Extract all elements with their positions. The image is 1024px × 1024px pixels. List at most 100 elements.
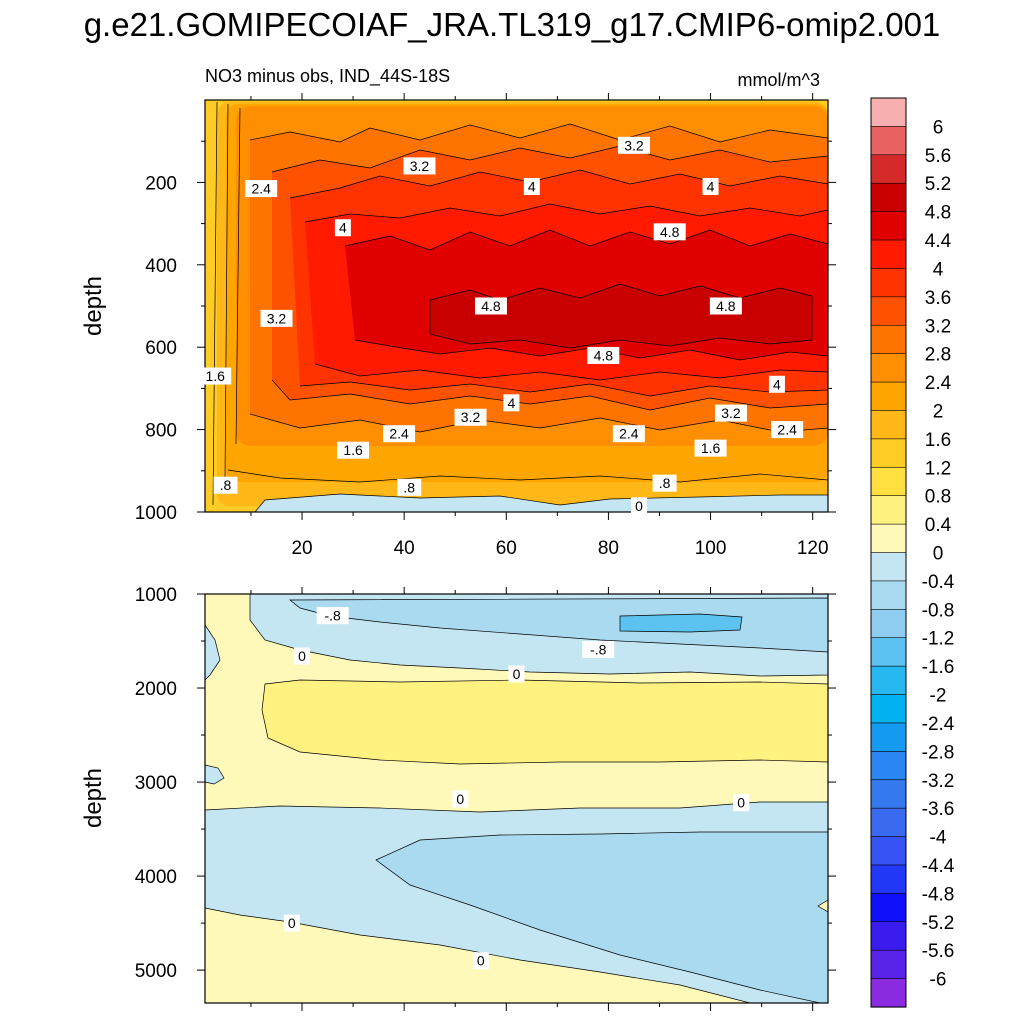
colorbar-label: -3.2 xyxy=(922,771,955,792)
upper-x-tick-label: 60 xyxy=(496,538,517,559)
upper-contour-label: 4 xyxy=(702,178,719,196)
lower-contour-label: 0 xyxy=(472,952,489,970)
lower-contour-label-text: 0 xyxy=(456,791,464,807)
lower-y-tick-label: 1000 xyxy=(135,585,177,606)
lower-contour-label: 0 xyxy=(733,794,750,812)
lower-contour-label-text: 0 xyxy=(298,648,306,664)
upper-contour-label-bg xyxy=(771,421,804,439)
colorbar-label: -2.8 xyxy=(922,742,955,763)
upper-x-tick-label: 120 xyxy=(797,538,829,559)
lower-contour-label-text: -.8 xyxy=(324,608,341,624)
lower-contour-label: -.8 xyxy=(582,640,615,658)
upper-contour-label-bg xyxy=(397,478,422,496)
colorbar-label: -0.4 xyxy=(922,572,955,593)
colorbar-swatch xyxy=(870,580,907,610)
upper-contour-label: 4 xyxy=(334,219,351,237)
colorbar-swatch xyxy=(870,893,907,923)
upper-contour-label: 2.4 xyxy=(383,425,416,443)
colorbar: 6 5.6 5.2 4.8 4.4 4 3.6 3.2 2.8 2.4 2 1.6 1.2 0.8 0.4 0… xyxy=(870,97,955,1008)
upper-contour-label: 3.2 xyxy=(403,157,436,175)
upper-contour-label: .8 xyxy=(397,478,422,496)
upper-contour-label-bg xyxy=(334,219,351,237)
colorbar-swatch xyxy=(870,211,907,241)
upper-contour-label-bg xyxy=(523,178,540,196)
upper-contour-label-text: 2.4 xyxy=(619,426,639,442)
upper-y-tick-label: 200 xyxy=(145,173,177,194)
lower-contour-label: 0 xyxy=(508,665,525,683)
colorbar-swatch xyxy=(870,268,907,298)
colorbar-label: -3.6 xyxy=(922,799,955,820)
lower-ticks: 1000 2000 3000 4000 5000 xyxy=(135,585,836,1011)
upper-contour-label-text: .8 xyxy=(659,475,671,491)
colorbar-swatch xyxy=(870,182,907,213)
upper-contour-label-text: 4 xyxy=(707,179,715,195)
lower-panel: 1000 2000 3000 4000 5000 -.8 -.8 0 0 0 0 0 0 depth xyxy=(80,585,836,1011)
upper-contour-label-bg xyxy=(383,425,416,443)
colorbar-swatch xyxy=(870,637,907,667)
lower-y-tick-label: 3000 xyxy=(135,773,177,794)
upper-contour-label: 4.8 xyxy=(587,346,620,364)
upper-contour-label-text: 3.2 xyxy=(624,137,644,153)
colorbar-label: 4 xyxy=(933,259,944,280)
colorbar-swatch xyxy=(870,665,907,696)
upper-contour-label-bg xyxy=(709,297,742,315)
colorbar-swatch xyxy=(870,836,907,866)
upper-contour-label: 3.2 xyxy=(260,309,293,327)
colorbar-label: 1.2 xyxy=(925,458,951,479)
colorbar-label: 5.2 xyxy=(925,174,951,195)
lower-contour-label-bg xyxy=(316,607,349,625)
lower-contour-label-bg xyxy=(452,790,469,808)
upper-contour-label: 4.8 xyxy=(474,297,507,315)
colorbar-swatch xyxy=(870,751,907,781)
lower-plot-frame xyxy=(204,593,829,1004)
colorbar-label: -2 xyxy=(930,686,947,707)
colorbar-swatch xyxy=(870,154,907,184)
lower-contour-label-bg xyxy=(472,952,489,970)
colorbar-label: 3.2 xyxy=(925,316,951,337)
upper-contour-label-text: 1.6 xyxy=(701,440,721,456)
lower-contour-label-bg xyxy=(294,647,311,665)
upper-contour-label-text: 2.4 xyxy=(389,426,409,442)
upper-contour-label-text: 2.4 xyxy=(777,422,797,438)
upper-contour-label-bg xyxy=(503,394,520,412)
colorbar-frame xyxy=(870,97,907,1008)
colorbar-label: 0 xyxy=(933,544,944,565)
colorbar-swatch xyxy=(870,126,907,156)
upper-contour-label-bg xyxy=(694,439,727,457)
colorbar-label: 2.8 xyxy=(925,345,951,366)
upper-contour-label: 3.2 xyxy=(454,408,487,426)
upper-contour-label-bg xyxy=(454,408,487,426)
colorbar-swatch xyxy=(870,949,907,980)
upper-contour-label: 3.2 xyxy=(617,136,650,154)
colorbar-label: 4.8 xyxy=(925,203,951,224)
upper-contour-label-text: 4 xyxy=(528,179,536,195)
colorbar-label: 0.4 xyxy=(925,515,952,536)
upper-contour-label: 4.8 xyxy=(709,297,742,315)
lower-contour-label: 0 xyxy=(452,790,469,808)
colorbar-label: 5.6 xyxy=(925,146,951,167)
colorbar-swatch xyxy=(870,410,907,440)
lower-contour-label-bg xyxy=(582,640,615,658)
upper-contour-label-text: 1.6 xyxy=(343,442,363,458)
upper-contour-label-bg xyxy=(653,223,686,241)
upper-contour-label: .8 xyxy=(213,476,238,494)
upper-contour-label-text: 4 xyxy=(507,395,515,411)
colorbar-swatch xyxy=(870,694,907,724)
upper-contour-label-bg xyxy=(587,346,620,364)
colorbar-swatch xyxy=(870,495,907,525)
upper-contour-label: 3.2 xyxy=(714,404,747,422)
colorbar-label: 2.4 xyxy=(925,373,952,394)
lower-contour-label-text: 0 xyxy=(513,666,521,682)
colorbar-swatch xyxy=(870,296,907,326)
upper-contour-label-text: 3.2 xyxy=(267,310,287,326)
upper-y-axis-title: depth xyxy=(80,276,107,336)
upper-y-tick-label: 800 xyxy=(145,421,177,442)
lower-contour-fill xyxy=(205,594,828,1003)
colorbar-label: -1.2 xyxy=(922,629,955,650)
lower-contour-label: 0 xyxy=(294,647,311,665)
colorbar-swatch xyxy=(870,438,907,468)
colorbar-label: 4.4 xyxy=(925,231,952,252)
colorbar-swatch xyxy=(870,609,907,639)
